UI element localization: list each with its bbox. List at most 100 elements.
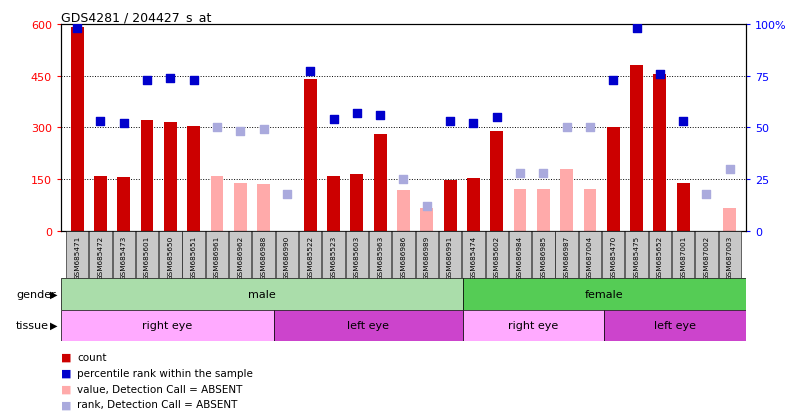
- Point: [444, 119, 457, 125]
- Text: ▶: ▶: [50, 320, 58, 330]
- Bar: [491, 131, 503, 231]
- Bar: [374, 135, 387, 231]
- Text: GSM685650: GSM685650: [167, 235, 174, 279]
- Text: GSM687001: GSM687001: [680, 235, 686, 279]
- Text: GSM685963: GSM685963: [377, 235, 383, 279]
- Text: GSM686984: GSM686984: [517, 235, 523, 279]
- Bar: [159, 231, 182, 279]
- Text: percentile rank within the sample: percentile rank within the sample: [77, 368, 253, 378]
- Point: [630, 26, 643, 32]
- Text: GSM686987: GSM686987: [564, 235, 569, 279]
- Point: [397, 176, 410, 183]
- Bar: [602, 231, 624, 279]
- Bar: [71, 28, 84, 231]
- Bar: [397, 191, 410, 231]
- Text: tissue: tissue: [16, 320, 49, 330]
- Bar: [532, 231, 555, 279]
- Bar: [369, 231, 392, 279]
- Text: GSM686961: GSM686961: [214, 235, 220, 279]
- Text: count: count: [77, 352, 106, 362]
- Text: GSM686988: GSM686988: [260, 235, 267, 279]
- Bar: [556, 231, 577, 279]
- Bar: [327, 176, 340, 231]
- Text: GSM685523: GSM685523: [331, 235, 337, 279]
- Text: rank, Detection Call = ABSENT: rank, Detection Call = ABSENT: [77, 399, 238, 409]
- Bar: [140, 121, 153, 231]
- Text: GSM685652: GSM685652: [657, 235, 663, 279]
- Bar: [393, 231, 414, 279]
- Bar: [604, 310, 746, 341]
- Bar: [676, 184, 689, 231]
- Point: [281, 191, 294, 197]
- Bar: [345, 231, 368, 279]
- Bar: [486, 231, 508, 279]
- Bar: [89, 231, 112, 279]
- Point: [654, 71, 667, 78]
- Text: ■: ■: [61, 368, 71, 378]
- Point: [700, 191, 713, 197]
- Bar: [257, 185, 270, 231]
- Text: GSM687003: GSM687003: [727, 235, 733, 279]
- Bar: [723, 209, 736, 231]
- Text: GSM686962: GSM686962: [238, 235, 243, 279]
- Text: ▶: ▶: [50, 289, 58, 299]
- Text: GSM685475: GSM685475: [633, 235, 640, 279]
- Text: ■: ■: [61, 352, 71, 362]
- Bar: [66, 231, 88, 279]
- Text: GSM686989: GSM686989: [424, 235, 430, 279]
- Point: [374, 112, 387, 119]
- Text: GSM685474: GSM685474: [470, 235, 476, 279]
- Bar: [211, 177, 223, 231]
- Point: [467, 121, 480, 127]
- Bar: [537, 190, 550, 231]
- Point: [490, 114, 503, 121]
- Bar: [299, 231, 321, 279]
- Point: [187, 77, 200, 84]
- Text: GSM685471: GSM685471: [74, 235, 80, 279]
- Bar: [630, 66, 643, 231]
- Bar: [276, 231, 298, 279]
- Bar: [94, 176, 107, 231]
- Point: [560, 125, 573, 131]
- Text: GSM685470: GSM685470: [610, 235, 616, 279]
- Text: ■: ■: [61, 384, 71, 394]
- Text: value, Detection Call = ABSENT: value, Detection Call = ABSENT: [77, 384, 242, 394]
- Text: right eye: right eye: [508, 320, 559, 330]
- Bar: [695, 231, 718, 279]
- Text: gender: gender: [16, 289, 56, 299]
- Text: GSM685473: GSM685473: [121, 235, 127, 279]
- Bar: [164, 123, 177, 231]
- Bar: [415, 231, 438, 279]
- Text: right eye: right eye: [142, 320, 192, 330]
- Text: male: male: [248, 289, 276, 299]
- Point: [513, 170, 526, 177]
- Bar: [654, 75, 667, 231]
- Bar: [462, 310, 604, 341]
- Bar: [439, 231, 461, 279]
- Text: GSM685651: GSM685651: [191, 235, 197, 279]
- Text: GSM685601: GSM685601: [144, 235, 150, 279]
- Bar: [508, 231, 531, 279]
- Point: [607, 77, 620, 84]
- Bar: [234, 183, 247, 231]
- Bar: [61, 279, 462, 310]
- Bar: [462, 279, 746, 310]
- Text: GSM686991: GSM686991: [447, 235, 453, 279]
- Text: left eye: left eye: [347, 320, 389, 330]
- Point: [257, 127, 270, 133]
- Text: GDS4281 / 204427_s_at: GDS4281 / 204427_s_at: [61, 11, 211, 24]
- Point: [350, 110, 363, 117]
- Point: [537, 170, 550, 177]
- Point: [676, 119, 689, 125]
- Bar: [304, 80, 316, 231]
- Point: [118, 121, 131, 127]
- Text: GSM685603: GSM685603: [354, 235, 360, 279]
- Text: GSM685602: GSM685602: [494, 235, 500, 279]
- Bar: [672, 231, 694, 279]
- Point: [94, 119, 107, 125]
- Bar: [118, 178, 131, 231]
- Text: GSM686986: GSM686986: [401, 235, 406, 279]
- Text: GSM685472: GSM685472: [97, 235, 104, 279]
- Bar: [61, 310, 273, 341]
- Bar: [187, 126, 200, 231]
